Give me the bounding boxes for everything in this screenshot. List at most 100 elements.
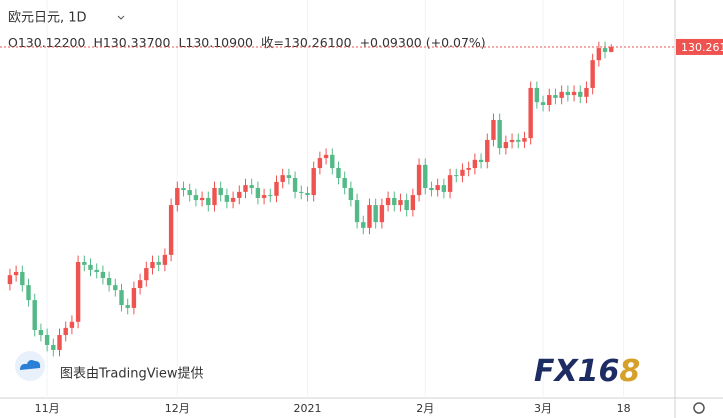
candle-body [69, 321, 75, 328]
candle-body [398, 200, 403, 206]
candle-body [168, 205, 174, 255]
high-text: H130.33700 [93, 35, 170, 50]
candle-body [367, 205, 372, 228]
x-tick-label: 11月 [35, 402, 60, 415]
candle-body [156, 262, 161, 265]
candle-body [392, 197, 397, 206]
candle-body [63, 327, 68, 335]
candle-body [522, 138, 527, 142]
candle-body [131, 287, 137, 308]
candle-body [51, 344, 56, 350]
candle-body [88, 264, 93, 270]
candle-body [292, 177, 298, 192]
candle-body [491, 119, 496, 140]
candle-body [410, 195, 416, 211]
candle-body [534, 87, 540, 103]
candle-body [497, 119, 502, 149]
candle-body [447, 175, 453, 192]
close-text: 收=130.26100 [261, 35, 352, 50]
candle-body [553, 95, 558, 98]
candle-body [516, 139, 521, 142]
candle-body [342, 177, 347, 188]
candle-body [485, 139, 490, 162]
candle-body [385, 197, 391, 206]
candle-body [404, 200, 409, 211]
candle-body [317, 158, 323, 169]
candle-body [94, 269, 99, 272]
candle-body [361, 222, 366, 228]
low-text: L130.10900 [178, 35, 253, 50]
candle-body [237, 191, 242, 198]
candle-body [609, 46, 614, 52]
candle-body [224, 195, 230, 202]
candle-body [373, 205, 378, 223]
candle-body [466, 168, 471, 170]
candle-body [423, 164, 428, 188]
candle-body [44, 334, 50, 345]
candle-body [354, 200, 360, 223]
candle-body [218, 187, 223, 196]
candle-body [32, 300, 37, 331]
candle-body [243, 185, 248, 192]
candle-body [379, 205, 385, 223]
candle-body [472, 159, 478, 169]
candle-body [311, 168, 316, 196]
candle-body [212, 187, 217, 206]
candle-body [435, 185, 440, 191]
candle-body [7, 275, 13, 285]
candle-body [540, 102, 546, 106]
candle-body [187, 190, 192, 196]
candle-body [20, 271, 25, 286]
candle-body [559, 91, 564, 98]
gear[interactable] [693, 402, 705, 414]
ohlc-legend: O130.12200 H130.33700 L130.10900 收=130.2610… [8, 35, 486, 50]
brand-accent: 8 [619, 354, 640, 389]
candle-body [113, 285, 118, 291]
candle-body [503, 142, 509, 149]
candle-body [175, 187, 180, 206]
x-tick-label: 3月 [534, 402, 552, 415]
candle-body [596, 48, 602, 61]
candle-body [206, 197, 211, 206]
candle-body [547, 95, 552, 106]
candle-body [119, 290, 124, 306]
candle-body [336, 168, 341, 178]
candle-body [193, 195, 199, 201]
candle-body [38, 330, 44, 335]
candle-body [478, 159, 484, 162]
candle-body [162, 254, 168, 265]
candle-body [230, 197, 236, 202]
open-text: O130.12200 [8, 35, 85, 50]
candle-body [305, 192, 310, 196]
candle-body [82, 262, 87, 265]
tradingview-logo [15, 351, 45, 381]
candle-body [181, 187, 186, 191]
watermark: 图表由TradingView提供 [60, 366, 204, 382]
last-price-box [676, 38, 723, 55]
candles [7, 41, 614, 357]
settings-icon[interactable] [693, 402, 705, 414]
candle-body [125, 305, 130, 308]
logo-cloud [20, 360, 41, 370]
candle-body [454, 175, 459, 177]
candle-body [249, 185, 254, 188]
symbol[interactable]: 欧元日元, 1D [8, 11, 87, 26]
candle-body [590, 60, 595, 88]
candle-body [137, 280, 143, 288]
x-tick-label: 2021 [293, 402, 321, 415]
x-tick-label: 12月 [165, 402, 190, 415]
candle-body [268, 195, 273, 197]
x-tick-label: 18 [617, 402, 631, 415]
candle-body [578, 91, 583, 97]
candle-body [57, 334, 62, 350]
candle-body [75, 262, 81, 322]
candle-body [571, 91, 577, 96]
candle-body [348, 187, 354, 201]
candle-body [286, 175, 292, 178]
candle-body [416, 164, 422, 196]
grid [46, 0, 625, 398]
dropdown-icon[interactable] [117, 15, 125, 20]
candle-body [261, 195, 267, 198]
